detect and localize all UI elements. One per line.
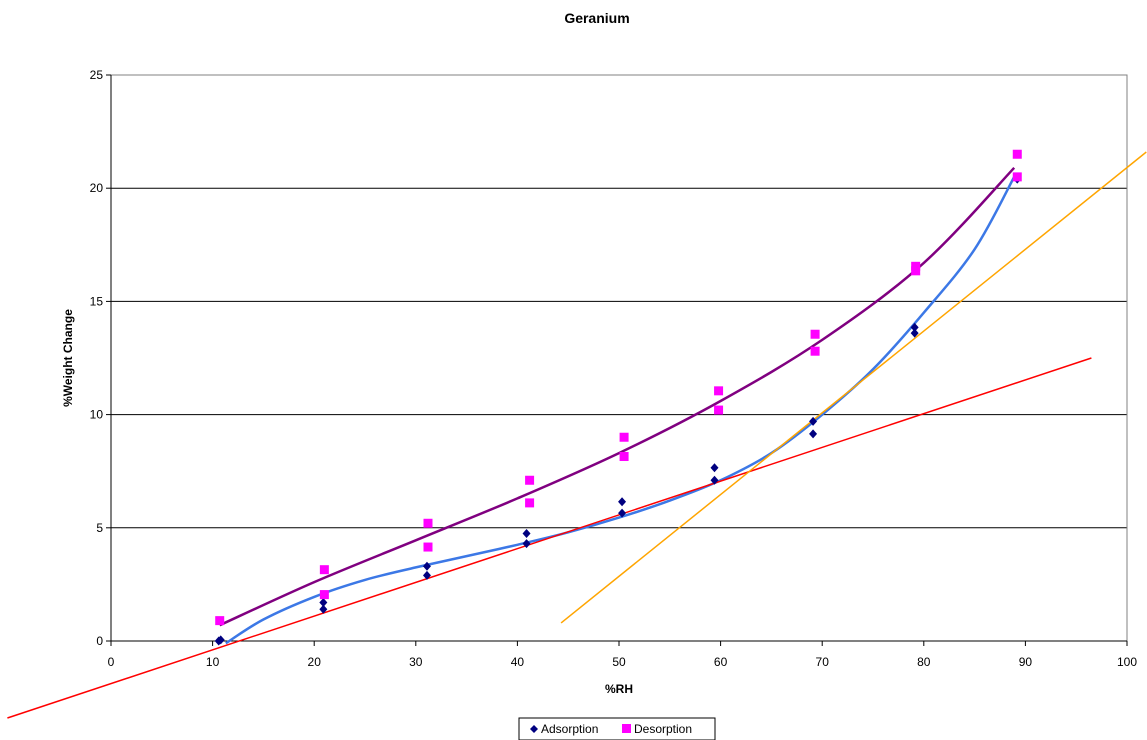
axes bbox=[106, 74, 1128, 646]
y-tick-label-10: 10 bbox=[90, 408, 104, 422]
x-tick-label-10: 10 bbox=[206, 655, 220, 669]
point-desorption-14 bbox=[911, 261, 921, 271]
x-tick-label-100: 100 bbox=[1117, 655, 1137, 669]
point-desorption-6 bbox=[525, 475, 535, 485]
trendline-3 bbox=[560, 151, 1147, 624]
y-tick-label-5: 5 bbox=[96, 521, 103, 535]
y-axis-label: %Weight Change bbox=[61, 309, 75, 407]
plot-area-border bbox=[110, 74, 1128, 642]
y-tick-label-20: 20 bbox=[90, 181, 104, 195]
trendline-2 bbox=[7, 357, 1092, 719]
y-tick-label-25: 25 bbox=[90, 68, 104, 82]
point-adsorption-9 bbox=[618, 497, 627, 507]
x-tick-label-40: 40 bbox=[511, 655, 525, 669]
chart-title: Geranium bbox=[564, 10, 629, 26]
point-adsorption-10 bbox=[710, 475, 719, 485]
trendline-0 bbox=[219, 166, 1016, 627]
point-desorption-9 bbox=[714, 405, 724, 415]
point-desorption-12 bbox=[810, 329, 820, 339]
point-adsorption-8 bbox=[618, 508, 627, 518]
point-desorption-7 bbox=[619, 451, 629, 461]
point-adsorption-4 bbox=[422, 570, 431, 580]
point-desorption-5 bbox=[525, 498, 535, 508]
point-desorption-1 bbox=[319, 590, 329, 600]
point-adsorption-5 bbox=[422, 561, 431, 571]
x-tick-label-20: 20 bbox=[308, 655, 322, 669]
point-adsorption-14 bbox=[910, 328, 919, 338]
legend-desorption-marker bbox=[622, 724, 631, 733]
legend-adsorption-label: Adsorption bbox=[541, 722, 598, 736]
point-adsorption-7 bbox=[522, 528, 531, 538]
point-desorption-16 bbox=[1012, 149, 1022, 159]
data-points bbox=[214, 149, 1022, 646]
point-adsorption-3 bbox=[319, 598, 328, 608]
point-adsorption-11 bbox=[710, 463, 719, 473]
point-desorption-11 bbox=[810, 346, 820, 356]
y-tick-label-0: 0 bbox=[96, 634, 103, 648]
legend-adsorption-marker bbox=[530, 725, 538, 733]
x-tick-label-90: 90 bbox=[1019, 655, 1033, 669]
x-tick-label-60: 60 bbox=[714, 655, 728, 669]
x-tick-labels: 0 10 20 30 40 50 60 70 80 90 100 bbox=[108, 655, 1138, 669]
point-desorption-2 bbox=[319, 565, 329, 575]
point-desorption-15 bbox=[1012, 172, 1022, 182]
point-adsorption-15 bbox=[910, 322, 919, 332]
point-desorption-10 bbox=[714, 386, 724, 396]
point-adsorption-13 bbox=[809, 416, 818, 426]
point-desorption-13 bbox=[911, 266, 921, 276]
point-desorption-8 bbox=[619, 432, 629, 442]
point-adsorption-2 bbox=[319, 604, 328, 614]
x-axis-label: %RH bbox=[605, 682, 633, 696]
y-tick-labels: 0 5 10 15 20 25 bbox=[90, 68, 104, 648]
x-tick-label-30: 30 bbox=[409, 655, 423, 669]
point-adsorption-6 bbox=[522, 539, 531, 549]
point-adsorption-12 bbox=[809, 429, 818, 439]
point-adsorption-1 bbox=[214, 636, 223, 646]
y-tick-label-15: 15 bbox=[90, 294, 104, 308]
point-desorption-3 bbox=[423, 542, 433, 552]
x-tick-label-50: 50 bbox=[612, 655, 626, 669]
x-tick-label-80: 80 bbox=[917, 655, 931, 669]
legend-box bbox=[518, 717, 716, 740]
trendlines bbox=[7, 151, 1147, 719]
x-tick-label-0: 0 bbox=[108, 655, 115, 669]
legend-desorption-label: Desorption bbox=[634, 722, 692, 736]
trendline-1 bbox=[225, 176, 1016, 645]
point-desorption-0 bbox=[215, 616, 225, 626]
x-tick-label-70: 70 bbox=[816, 655, 830, 669]
grid-lines bbox=[111, 187, 1127, 529]
point-desorption-4 bbox=[423, 518, 433, 528]
legend: Adsorption Desorption bbox=[518, 717, 716, 740]
